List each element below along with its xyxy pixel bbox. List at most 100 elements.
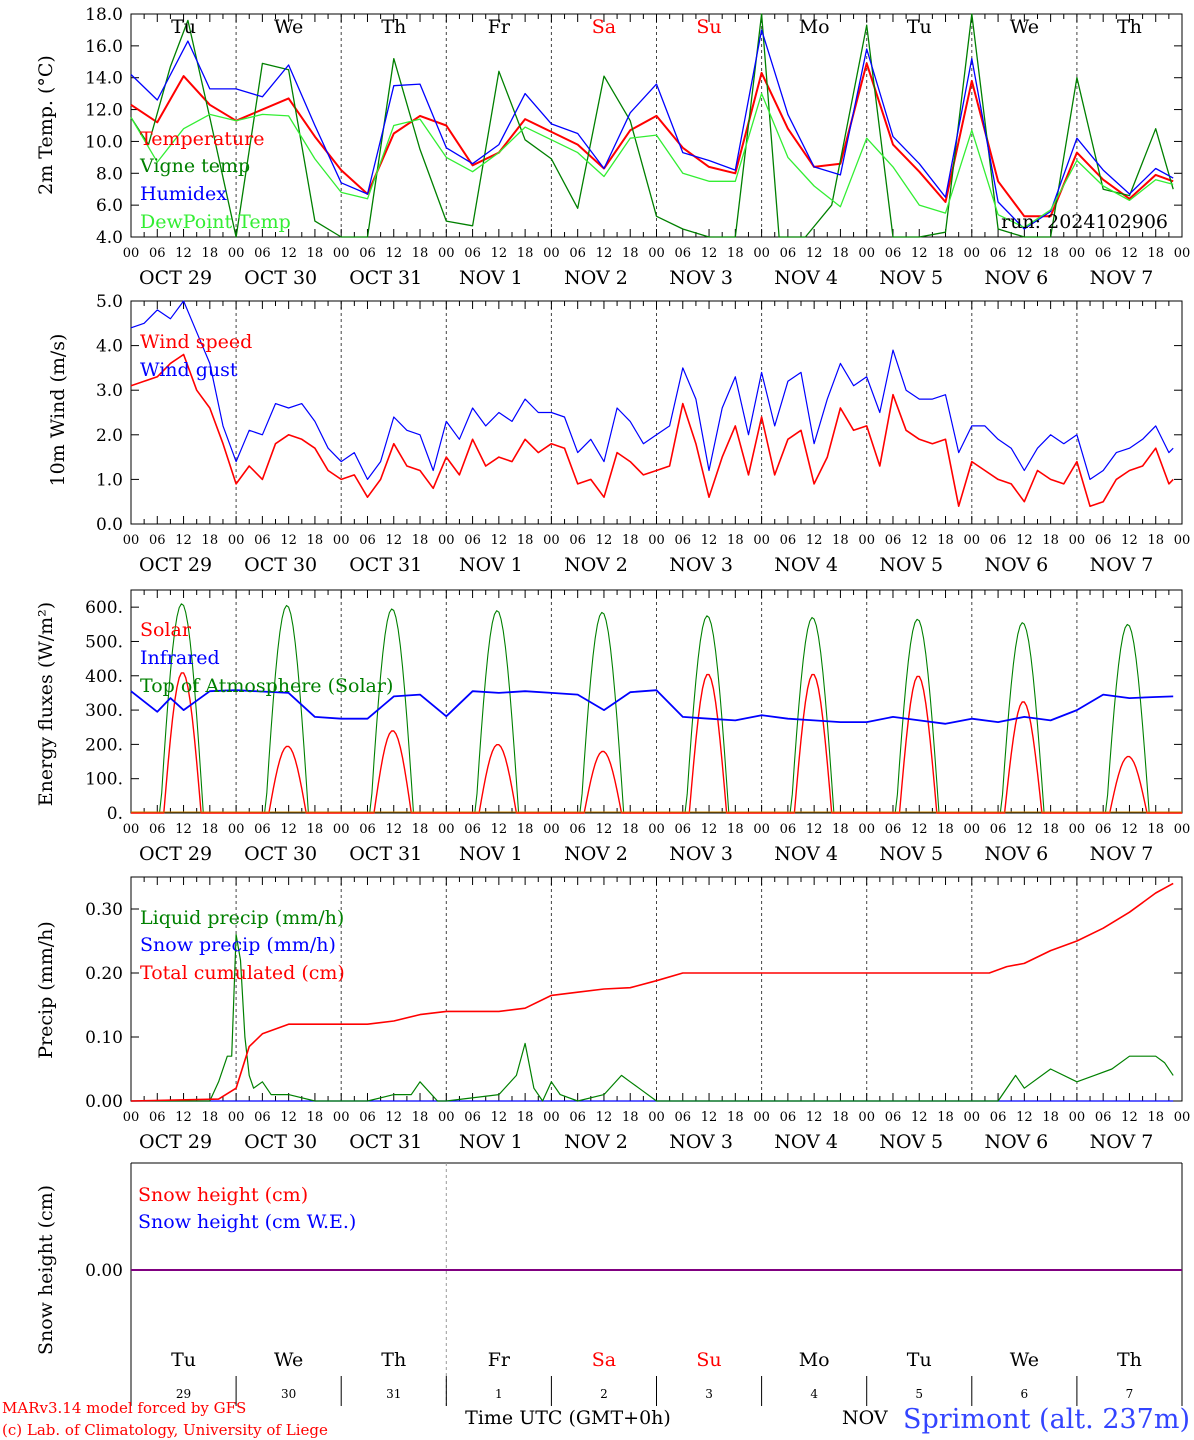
hour-tick-label: 00 (648, 1110, 665, 1125)
weekday-label: Mo (799, 16, 830, 38)
humidex-line (130, 29, 1174, 230)
hour-tick-label: 12 (175, 822, 192, 837)
hour-tick-label: 06 (464, 533, 481, 548)
y-tick-label: 0. (107, 804, 123, 824)
hour-tick-label: 00 (753, 822, 770, 837)
month-fragment: NOV (842, 1407, 888, 1429)
day-label: NOV 6 (984, 554, 1048, 576)
hour-tick-label: 06 (149, 822, 166, 837)
day-label: NOV 1 (459, 554, 523, 576)
day-label: OCT 29 (139, 1131, 212, 1153)
hour-tick-label: 00 (333, 533, 350, 548)
hour-tick-label: 00 (438, 822, 455, 837)
day-number: 3 (705, 1387, 713, 1401)
y-tick-label: 0.00 (85, 1092, 123, 1112)
legend-humidex: Humidex (140, 183, 227, 205)
hour-tick-label: 12 (175, 246, 192, 261)
day-label: OCT 31 (349, 267, 422, 289)
hour-tick-label: 06 (254, 246, 271, 261)
hour-tick-label: 12 (385, 822, 402, 837)
day-label: NOV 5 (879, 554, 943, 576)
hour-tick-label: 06 (990, 533, 1007, 548)
wind-gust-line (130, 300, 1174, 480)
legend-total-cumulated: Total cumulated (cm) (140, 962, 345, 984)
hour-tick-label: 12 (911, 533, 928, 548)
hour-tick-label: 12 (280, 533, 297, 548)
weekday-label: Su (696, 1349, 721, 1371)
hour-tick-label: 18 (1042, 246, 1059, 261)
hour-tick-label: 18 (1042, 533, 1059, 548)
time-axis-title: Time UTC (GMT+0h) (465, 1407, 671, 1429)
hour-tick-label: 00 (123, 246, 140, 261)
y-tick-label: 300. (85, 701, 123, 721)
weekday-label: Fr (488, 1349, 511, 1371)
hour-tick-label: 18 (832, 822, 849, 837)
snow-plot: 0.00 Tu We Th Fr Sa Su Mo Tu We Th 29 30 31 1 2 3 4 5 6 7 (85, 1162, 1183, 1406)
hour-tick-label: 12 (911, 246, 928, 261)
day-number: 1 (495, 1387, 503, 1401)
station-name: Sprimont (alt. 237m) (903, 1404, 1190, 1435)
dewpoint-line (130, 92, 1174, 229)
run-annotation: run: 2024102906 (1001, 211, 1168, 233)
hour-tick-label: 18 (1042, 1110, 1059, 1125)
y-tick-label: 4.0 (96, 228, 123, 248)
hour-tick-label: 12 (175, 533, 192, 548)
hour-tick-label: 00 (1174, 533, 1191, 548)
hour-tick-label: 00 (753, 533, 770, 548)
hour-tick-label: 06 (1095, 533, 1112, 548)
y-tick-label: 400. (85, 667, 123, 687)
temperature-plot: 00 06 12 18 00 06 12 18 00 06 12 18 00 06 12 18 00 06 12 18… (85, 5, 1190, 289)
legend-toa-solar: Top of Atmosphere (Solar) (140, 675, 393, 697)
lab-credit: (c) Lab. of Climatology, University of L… (2, 1421, 328, 1439)
hour-tick-label: 06 (149, 246, 166, 261)
day-number: 31 (386, 1387, 401, 1401)
hour-tick-label: 18 (307, 822, 324, 837)
day-label: NOV 7 (1090, 1131, 1154, 1153)
hour-tick-label: 00 (964, 1110, 981, 1125)
hour-tick-label: 12 (596, 246, 613, 261)
hour-tick-label: 18 (412, 822, 429, 837)
day-label: OCT 30 (244, 267, 317, 289)
wind-speed-line (130, 353, 1174, 508)
hour-tick-label: 18 (517, 1110, 534, 1125)
solar-line (131, 672, 1182, 814)
hour-tick-label: 06 (990, 246, 1007, 261)
hour-tick-label: 12 (1016, 1110, 1033, 1125)
hour-tick-label: 18 (1147, 246, 1164, 261)
day-number: 7 (1126, 1387, 1134, 1401)
hour-tick-label: 00 (858, 533, 875, 548)
hour-tick-label: 18 (307, 533, 324, 548)
hour-tick-label: 00 (438, 533, 455, 548)
hour-tick-label: 06 (675, 246, 692, 261)
hour-tick-label: 06 (569, 246, 586, 261)
day-label: NOV 5 (879, 843, 943, 865)
hour-tick-label: 06 (254, 822, 271, 837)
y-tick-label: 200. (85, 735, 123, 755)
y-tick-label: 8.0 (96, 164, 123, 184)
day-label: NOV 2 (564, 1131, 628, 1153)
hour-tick-label: 06 (780, 822, 797, 837)
y-tick-label: 1.0 (96, 470, 123, 490)
hour-tick-label: 00 (1174, 1110, 1191, 1125)
weekday-label: We (274, 1349, 303, 1371)
weekday-label: Sa (592, 16, 616, 38)
hour-tick-label: 12 (491, 822, 508, 837)
hour-tick-label: 12 (806, 822, 823, 837)
hour-tick-label: 00 (858, 246, 875, 261)
hour-tick-label: 00 (543, 246, 560, 261)
day-number: 4 (810, 1387, 818, 1401)
y-tick-label: 0.0 (96, 515, 123, 535)
day-label: NOV 3 (669, 267, 733, 289)
hour-tick-label: 06 (254, 533, 271, 548)
hour-tick-label: 06 (675, 533, 692, 548)
hour-tick-label: 12 (806, 246, 823, 261)
hour-tick-label: 00 (333, 822, 350, 837)
day-label: OCT 30 (244, 843, 317, 865)
hour-tick-label: 18 (412, 533, 429, 548)
day-label: OCT 31 (349, 554, 422, 576)
hour-tick-label: 18 (727, 246, 744, 261)
weekday-label: We (274, 16, 303, 38)
wind-panel: 10m Wind (m/s) 00 06 12 18 00 06 12 18 00 06 12 18 0… (47, 292, 1190, 576)
hour-tick-label: 18 (202, 822, 219, 837)
